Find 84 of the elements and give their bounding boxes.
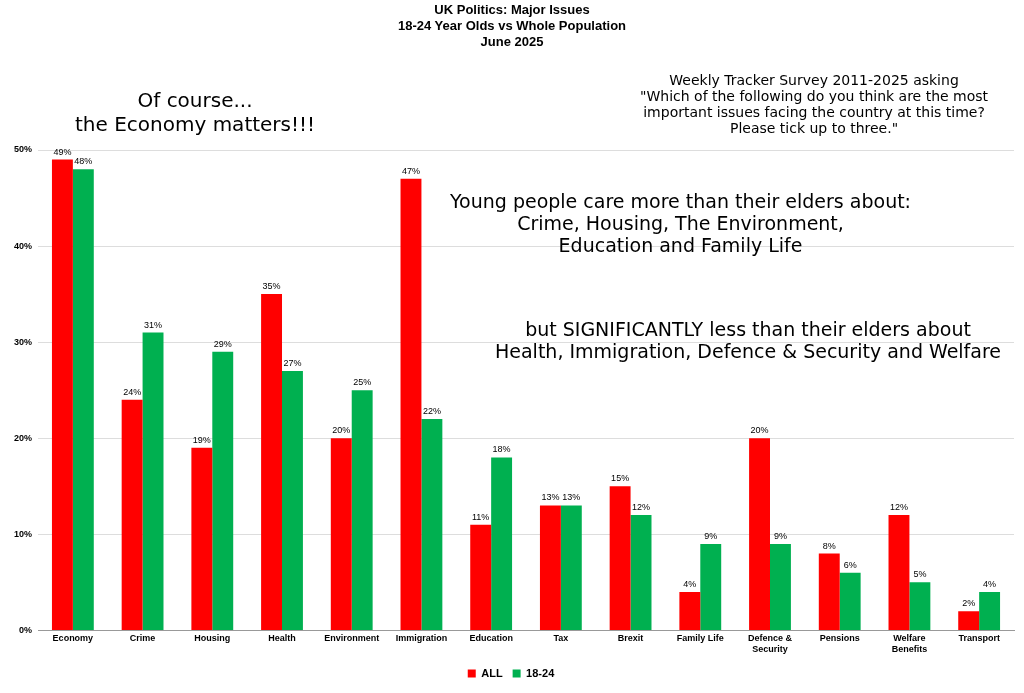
- bar: [888, 515, 910, 630]
- data-label: 6%: [843, 559, 857, 570]
- data-label: 31%: [144, 319, 163, 330]
- data-label: 2%: [962, 598, 976, 609]
- bar: [142, 332, 164, 630]
- data-label: 20%: [332, 425, 351, 436]
- data-label: 27%: [283, 357, 302, 368]
- data-label: 22%: [422, 406, 441, 417]
- y-tick-label: 0%: [19, 624, 33, 635]
- legend-label: ALL: [481, 666, 503, 679]
- annotation: Young people care more than their elders about: Crime, Housing, The Environment, Education and Family Life: [450, 190, 912, 256]
- bar: [51, 159, 73, 630]
- data-label: 15%: [611, 473, 630, 484]
- x-tick-label: Defence & Security: [748, 633, 793, 655]
- bar: [818, 553, 840, 630]
- bar: [839, 572, 861, 630]
- x-tick-label: Environment: [324, 633, 380, 644]
- bar: [191, 447, 213, 630]
- bar: [679, 591, 701, 630]
- x-tick-label: Pensions: [819, 633, 860, 644]
- chart-title: UK Politics: Major Issues: [433, 2, 591, 18]
- text: Weekly Tracker Survey 2011-2025 asking "Which of the following do you think are the most important issues facing the country at this time? Please tick up to three.": [640, 72, 989, 136]
- bar: [261, 294, 283, 630]
- data-label: 20%: [750, 425, 769, 436]
- bar: [491, 457, 513, 630]
- legend-label: 18-24: [526, 666, 556, 679]
- chart-subtitle: 18-24 Year Olds vs Whole Population June 2025: [396, 18, 628, 50]
- data-label: 29%: [213, 338, 232, 349]
- x-tick-label: Tax: [553, 633, 569, 644]
- data-label: 12%: [889, 502, 908, 513]
- x-tick-label: Economy: [52, 633, 94, 644]
- bar: [330, 438, 352, 630]
- x-tick-label: Immigration: [395, 633, 448, 644]
- data-label: 5%: [913, 569, 927, 580]
- data-label: 11%: [472, 511, 490, 522]
- bar: [282, 370, 303, 630]
- x-tick-label: Health: [268, 633, 296, 644]
- x-tick-label: Brexit: [617, 633, 644, 644]
- data-label: 9%: [704, 530, 718, 541]
- bar: [121, 399, 143, 630]
- x-tick-label: Family Life: [676, 633, 724, 644]
- x-tick-label: Welfare Benefits: [891, 633, 928, 655]
- data-label: 13%: [541, 492, 560, 503]
- y-tick-label: 50%: [14, 144, 33, 155]
- data-label: 19%: [192, 434, 211, 445]
- data-label: 9%: [773, 530, 787, 541]
- x-tick-label: Education: [469, 633, 513, 644]
- x-tick-label: Transport: [958, 633, 1000, 644]
- y-tick-label: 40%: [14, 240, 33, 251]
- bar: [958, 611, 980, 630]
- bar: [609, 486, 631, 630]
- bar: [400, 178, 422, 630]
- y-tick-label: 30%: [14, 336, 33, 347]
- data-label: 25%: [353, 377, 372, 388]
- bar: [700, 543, 722, 630]
- x-tick-label: Crime: [129, 633, 156, 644]
- bar: [212, 351, 234, 630]
- data-label: 12%: [632, 502, 651, 513]
- bar: [749, 438, 770, 630]
- data-label: 48%: [74, 156, 93, 167]
- bar: [72, 169, 94, 630]
- bar: [421, 419, 443, 630]
- data-label: 18%: [492, 444, 511, 455]
- x-tick-label: Housing: [194, 633, 231, 644]
- bar: [539, 505, 561, 630]
- data-label: 4%: [683, 578, 697, 589]
- bar: [909, 582, 931, 630]
- data-label: 35%: [262, 281, 281, 292]
- bar: [630, 515, 652, 630]
- data-label: 47%: [401, 165, 420, 176]
- bar: [560, 505, 582, 630]
- y-tick-label: 10%: [14, 528, 33, 539]
- annotation: but SIGNIFICANTLY less than their elders about Health, Immigration, Defence & Security and Welfare: [495, 318, 1002, 362]
- data-label: 13%: [562, 492, 581, 503]
- bar: [979, 591, 1001, 630]
- y-tick-label: 20%: [14, 432, 33, 443]
- data-label: 8%: [822, 540, 836, 551]
- bar: [470, 524, 492, 630]
- bar: [351, 390, 373, 630]
- bar: [770, 543, 791, 630]
- data-label: 4%: [983, 578, 997, 589]
- data-label: 49%: [53, 146, 72, 157]
- text: Of course... the Economy matters!!!: [75, 88, 316, 136]
- data-label: 24%: [123, 386, 142, 397]
